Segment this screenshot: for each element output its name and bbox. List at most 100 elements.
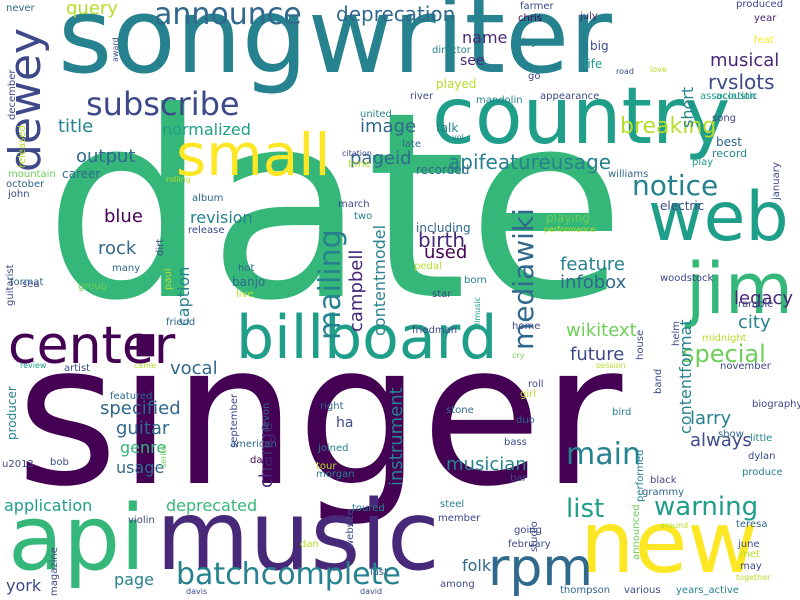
cloud-word: breaking	[620, 114, 717, 139]
cloud-word: member	[438, 513, 481, 524]
cloud-word: farmer	[520, 1, 554, 12]
cloud-word: life	[584, 57, 603, 71]
cloud-word: toured	[352, 503, 385, 514]
cloud-word: rvslots	[708, 70, 775, 94]
cloud-word: february	[508, 539, 551, 550]
cloud-word: pageid	[350, 148, 412, 169]
cloud-word: guitar	[116, 418, 170, 439]
cloud-word: including	[416, 221, 471, 235]
cloud-word: band	[653, 368, 664, 394]
cloud-word: among	[440, 579, 475, 590]
cloud-word: featured	[110, 391, 153, 402]
cloud-word: award	[111, 37, 120, 62]
cloud-word: friend	[166, 317, 196, 328]
cloud-word: davis	[186, 587, 208, 596]
cloud-word: acoustic	[716, 91, 758, 102]
cloud-word: dan	[300, 539, 319, 550]
cloud-word: appearance	[540, 91, 600, 102]
cloud-word: star	[432, 289, 452, 300]
cloud-word: never	[6, 3, 35, 14]
cloud-word: used	[424, 242, 468, 263]
cloud-word: rock	[98, 238, 137, 259]
cloud-word: billboard	[236, 303, 498, 373]
cloud-word: roll	[528, 379, 544, 390]
cloud-word: bob	[50, 457, 69, 468]
cloud-word: electric	[660, 199, 705, 213]
cloud-word: grammy	[642, 487, 684, 498]
cloud-word: dirt	[155, 238, 166, 256]
cloud-word: association	[700, 91, 757, 102]
cloud-word: paul	[163, 268, 174, 290]
cloud-word: special	[682, 340, 766, 368]
cloud-word: performance	[544, 225, 596, 234]
cloud-word: time	[348, 159, 371, 170]
cloud-word: hot	[238, 263, 255, 274]
cloud-word: release	[188, 225, 225, 236]
cloud-word: birth	[418, 228, 465, 252]
cloud-word: late	[402, 139, 421, 150]
cloud-word: chris	[518, 13, 542, 24]
cloud-word: midnight	[702, 333, 747, 344]
cloud-word: thompson	[560, 585, 611, 596]
cloud-word: deprecated	[166, 496, 258, 515]
cloud-word: road	[616, 67, 634, 76]
cloud-word: play	[692, 157, 714, 168]
cloud-word: format	[10, 277, 44, 288]
cloud-word: born	[464, 275, 487, 286]
cloud-word: woodstock	[660, 273, 714, 284]
cloud-word: june	[738, 539, 760, 550]
cloud-word: subscribe	[86, 85, 240, 123]
cloud-word: web	[648, 178, 789, 257]
cloud-word: website	[345, 509, 356, 548]
cloud-word: singer	[16, 302, 623, 530]
cloud-word: ramble	[738, 299, 774, 310]
cloud-word: bird	[612, 407, 632, 418]
cloud-word: together	[736, 573, 771, 582]
cloud-word: announce	[154, 0, 302, 32]
cloud-word: announced	[631, 504, 642, 560]
cloud-word: produced	[736, 0, 784, 10]
cloud-word: black	[650, 475, 677, 486]
cloud-word: career	[62, 167, 101, 181]
cloud-word: recorded	[416, 163, 470, 177]
cloud-word: dylan	[748, 451, 776, 462]
cloud-word: main	[566, 437, 641, 472]
cloud-word: song	[712, 113, 737, 124]
cloud-word: feature	[560, 254, 625, 275]
cloud-word: blue	[104, 206, 143, 227]
cloud-word: williams	[608, 169, 649, 180]
cloud-word: years_active	[676, 585, 739, 596]
cloud-word: country	[432, 72, 731, 162]
cloud-word: pedal	[414, 261, 442, 272]
cloud-word: cry	[512, 351, 525, 360]
cloud-word: producer	[5, 386, 19, 440]
cloud-word: magazine	[49, 547, 60, 596]
cloud-word: december	[7, 69, 18, 120]
cloud-word: joined	[318, 443, 349, 454]
cloud-word: musician	[446, 454, 527, 475]
cloud-word: rpm	[488, 538, 594, 598]
cloud-word: future	[570, 344, 625, 365]
cloud-word: vol	[452, 133, 464, 142]
cloud-word: query	[66, 0, 118, 19]
cloud-word: feat	[754, 35, 774, 46]
cloud-word: met	[740, 549, 760, 560]
cloud-word: various	[624, 585, 661, 596]
cloud-word: mandolin	[476, 95, 523, 106]
cloud-word: little	[750, 433, 773, 444]
cloud-word: group	[78, 281, 108, 292]
cloud-word: revision	[190, 208, 253, 227]
cloud-word: batchcomplete	[176, 557, 401, 592]
cloud-word: tour	[316, 461, 337, 472]
cloud-word: folk	[462, 556, 492, 575]
cloud-word: campbell	[346, 249, 367, 332]
cloud-word: small	[176, 121, 331, 189]
cloud-word: right	[320, 401, 344, 412]
cloud-word: apifeatureusage	[448, 150, 612, 174]
cloud-word: usage	[116, 458, 165, 477]
cloud-word: artist	[64, 363, 91, 374]
cloud-word: api	[8, 486, 146, 591]
cloud-word: musical	[710, 50, 780, 71]
cloud-word: bass	[504, 437, 527, 448]
